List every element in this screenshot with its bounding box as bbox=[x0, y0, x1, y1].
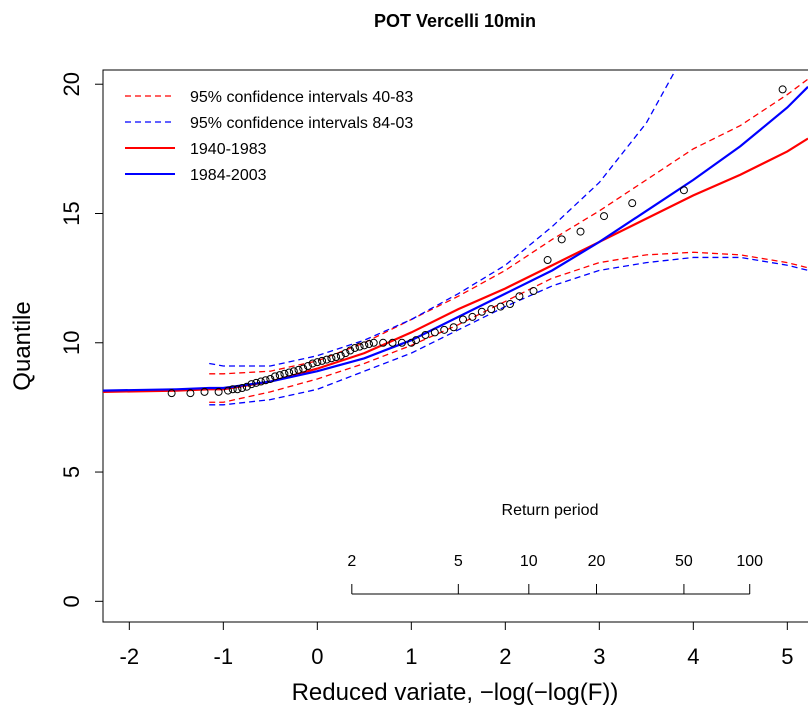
legend-label: 1984-2003 bbox=[190, 167, 267, 184]
plot-area bbox=[103, 70, 808, 406]
data-point bbox=[303, 362, 312, 371]
data-point bbox=[341, 349, 350, 358]
return-period-label: Return period bbox=[502, 502, 599, 519]
data-point bbox=[778, 85, 787, 94]
return-period-tick-label: 50 bbox=[675, 553, 693, 570]
y-tick-label: 10 bbox=[59, 331, 84, 355]
data-point bbox=[421, 331, 430, 340]
data-point bbox=[487, 305, 496, 314]
data-point bbox=[299, 364, 308, 373]
return-period-tick-label: 5 bbox=[454, 553, 463, 570]
legend-label: 1940-1983 bbox=[190, 141, 267, 158]
data-point bbox=[379, 338, 388, 347]
data-point bbox=[200, 387, 209, 396]
x-tick-label: 2 bbox=[499, 644, 511, 669]
return-period-tick-label: 2 bbox=[347, 553, 356, 570]
x-tick-label: -1 bbox=[214, 644, 234, 669]
data-point bbox=[459, 315, 468, 324]
data-point bbox=[515, 292, 524, 301]
data-point bbox=[294, 365, 303, 374]
data-point bbox=[313, 358, 322, 367]
legend-label: 95% confidence intervals 40-83 bbox=[190, 89, 413, 106]
data-point bbox=[336, 351, 345, 360]
x-tick-label: 4 bbox=[687, 644, 699, 669]
x-tick-label: -2 bbox=[120, 644, 140, 669]
y-tick-label: 20 bbox=[59, 72, 84, 96]
data-point bbox=[576, 227, 585, 236]
data-point bbox=[233, 385, 242, 394]
x-tick-label: 5 bbox=[781, 644, 793, 669]
data-point bbox=[308, 359, 317, 368]
data-point bbox=[238, 384, 247, 393]
data-point bbox=[247, 380, 256, 389]
data-point bbox=[261, 376, 270, 385]
data-point bbox=[332, 352, 341, 361]
data-point bbox=[529, 287, 538, 296]
data-point bbox=[496, 302, 505, 311]
plot-frame bbox=[102, 69, 808, 623]
data-point bbox=[477, 307, 486, 316]
data-point bbox=[412, 336, 421, 345]
legend-label: 95% confidence intervals 84-03 bbox=[190, 115, 413, 132]
data-point bbox=[506, 299, 515, 308]
data-point bbox=[449, 323, 458, 332]
data-point bbox=[228, 385, 237, 394]
data-point bbox=[397, 338, 406, 347]
data-point bbox=[224, 386, 233, 395]
data-point bbox=[346, 346, 355, 355]
data-point bbox=[407, 338, 416, 347]
data-point bbox=[285, 368, 294, 377]
data-point bbox=[369, 338, 378, 347]
y-tick-label: 5 bbox=[59, 466, 84, 478]
data-point bbox=[186, 389, 195, 398]
x-tick-label: 3 bbox=[593, 644, 605, 669]
confidence-line bbox=[209, 251, 808, 403]
data-point bbox=[167, 389, 176, 398]
return-period-tick-label: 20 bbox=[588, 553, 606, 570]
data-point bbox=[355, 342, 364, 351]
data-point bbox=[365, 340, 374, 349]
data-point bbox=[318, 356, 327, 365]
data-point bbox=[440, 325, 449, 334]
chart-title: POT Vercelli 10min bbox=[374, 11, 536, 31]
data-point bbox=[430, 328, 439, 337]
data-point bbox=[322, 355, 331, 364]
return-period-tick-label: 10 bbox=[520, 553, 538, 570]
y-axis-label: Quantile bbox=[9, 301, 36, 390]
data-point bbox=[468, 312, 477, 321]
data-point bbox=[289, 367, 298, 376]
fit-line bbox=[103, 86, 808, 392]
data-point bbox=[275, 371, 284, 380]
data-point bbox=[350, 343, 359, 352]
confidence-line bbox=[209, 70, 677, 367]
confidence-line bbox=[209, 256, 808, 406]
x-axis-label: Reduced variate, −log(−log(F)) bbox=[292, 679, 619, 706]
data-point bbox=[327, 354, 336, 363]
data-point bbox=[360, 341, 369, 350]
data-point bbox=[679, 186, 688, 195]
data-point bbox=[628, 199, 637, 208]
data-point bbox=[266, 374, 275, 383]
data-point bbox=[280, 369, 289, 378]
data-point bbox=[252, 378, 261, 387]
y-tick-label: 15 bbox=[59, 201, 84, 225]
fit-line bbox=[103, 137, 808, 393]
data-point bbox=[256, 377, 265, 386]
data-point bbox=[388, 338, 397, 347]
data-point bbox=[557, 235, 566, 244]
data-point bbox=[600, 212, 609, 221]
data-point bbox=[271, 372, 280, 381]
y-tick-label: 0 bbox=[59, 595, 84, 607]
data-point bbox=[242, 382, 251, 391]
return-period-tick-label: 100 bbox=[736, 553, 763, 570]
x-tick-label: 0 bbox=[311, 644, 323, 669]
x-tick-label: 1 bbox=[405, 644, 417, 669]
data-point bbox=[214, 387, 223, 396]
data-point bbox=[543, 256, 552, 265]
